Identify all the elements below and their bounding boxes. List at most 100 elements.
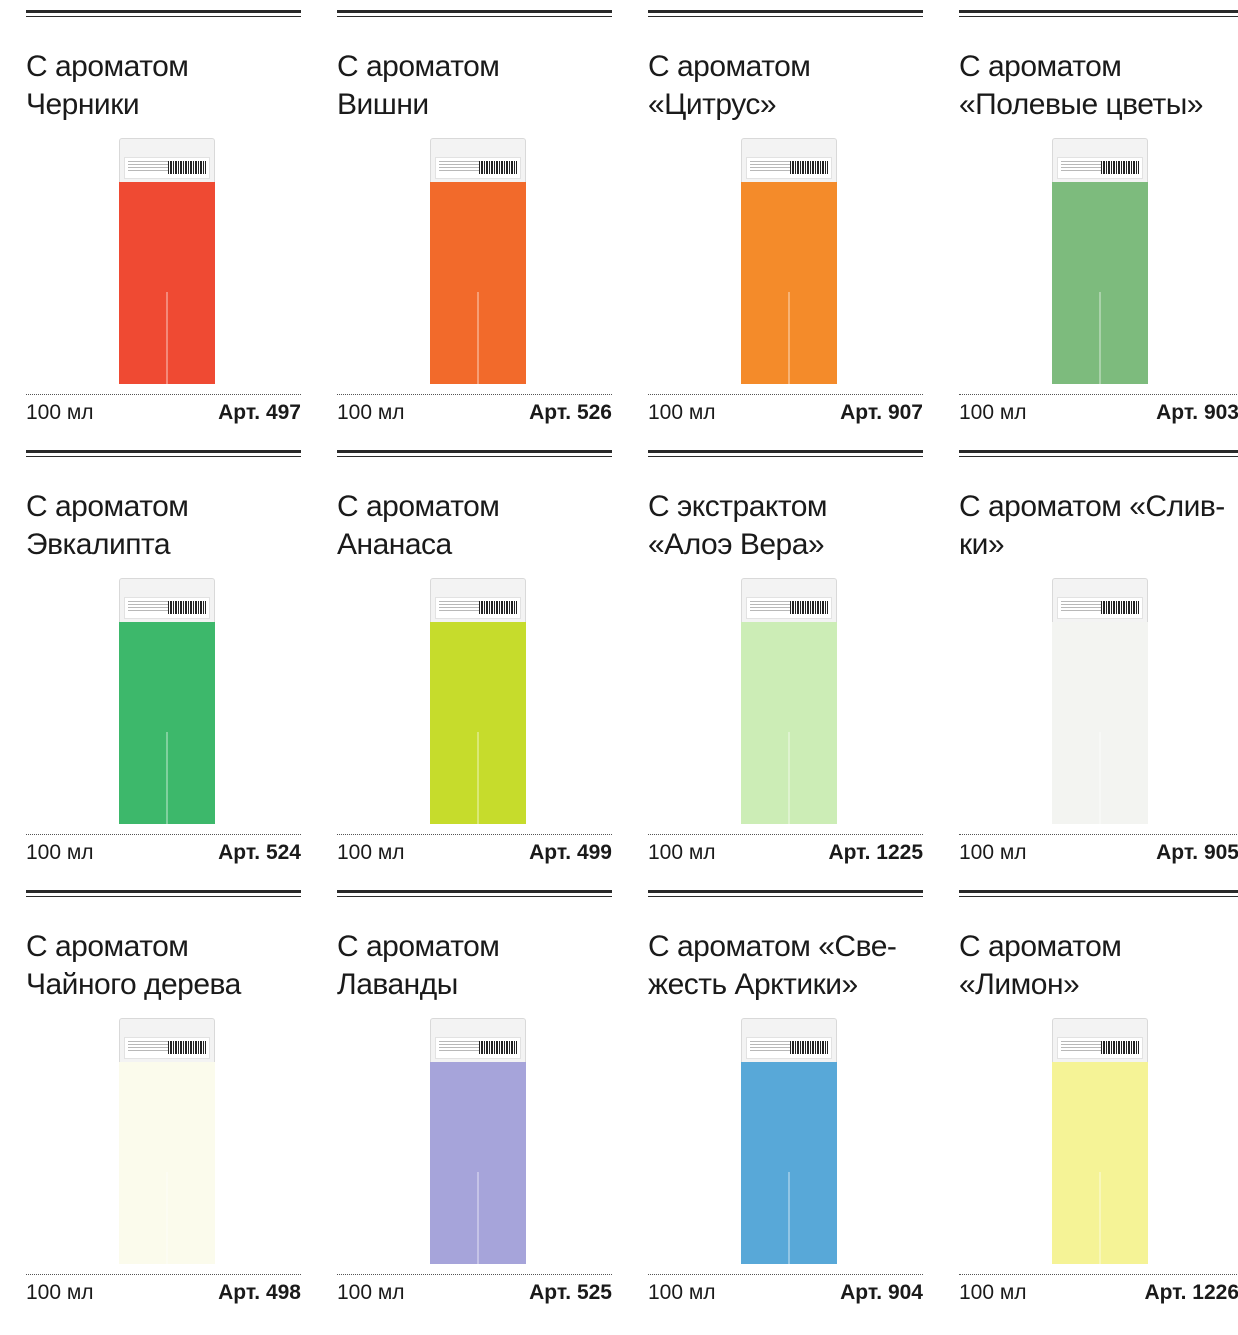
product-title: С ароматом Лаванды [337,928,612,1004]
cartridge-cap [430,578,526,622]
product-footer: 100 мл Арт. 904 [648,1274,923,1309]
barcode-icon [479,1041,517,1054]
product-title: С ароматом «Слив- ки» [959,488,1238,564]
barcode-icon [1101,161,1139,174]
product-title-line-2: «Полевые цветы» [959,88,1203,121]
double-rule [648,10,923,18]
product-title-line-1: С ароматом [337,930,500,963]
product-title-line-2: Ананаса [337,528,452,561]
product-title-line-1: С ароматом [959,50,1122,83]
barcode-icon [168,161,206,174]
barcode-icon [790,601,828,614]
cartridge-cap [741,578,837,622]
double-rule [959,450,1238,458]
barcode-icon [1101,1041,1139,1054]
cartridge-body [430,1062,526,1264]
product-card: С ароматом Чайного дерева 100 мл Арт. 49… [26,890,301,1330]
cartridge-cap [741,138,837,182]
product-title-line-1: С ароматом [648,50,811,83]
cartridge-body [741,1062,837,1264]
product-volume: 100 мл [337,841,405,864]
wax-cartridge-image [430,578,526,824]
product-title: С ароматом «Све- жесть Арктики» [648,928,923,1004]
wax-cartridge-image [430,1018,526,1264]
barcode-icon [168,601,206,614]
product-title: С ароматом «Лимон» [959,928,1238,1004]
cartridge-cap [430,1018,526,1062]
cartridge-label [746,597,832,619]
double-rule [26,450,301,458]
cartridge-cap [119,138,215,182]
product-title: С ароматом «Цитрус» [648,48,923,124]
cartridge-body [430,182,526,384]
product-title-line-2: Вишни [337,88,429,121]
barcode-icon [479,601,517,614]
cartridge-label [1057,1037,1143,1059]
product-title: С ароматом Вишни [337,48,612,124]
cartridge-body [1052,622,1148,824]
product-card: С ароматом «Све- жесть Арктики» 100 мл А… [648,890,923,1330]
product-volume: 100 мл [648,1281,716,1304]
product-footer: 100 мл Арт. 524 [26,834,301,869]
product-card: С ароматом «Лимон» 100 мл Арт. 1226 [959,890,1238,1330]
product-title-line-1: С экстрактом [648,490,828,523]
product-volume: 100 мл [648,401,716,424]
product-volume: 100 мл [959,401,1027,424]
product-title-line-1: С ароматом «Све- [648,930,897,963]
product-card: С ароматом Черники 100 мл Арт. 497 [26,10,301,450]
cartridge-label [1057,157,1143,179]
cartridge-label [746,1037,832,1059]
cartridge-label [1057,597,1143,619]
barcode-icon [168,1041,206,1054]
product-sku: Арт. 904 [840,1281,923,1304]
product-title-line-2: «Лимон» [959,968,1080,1001]
cartridge-body [430,622,526,824]
product-card: С ароматом «Полевые цветы» 100 мл Арт. 9… [959,10,1238,450]
cartridge-label [746,157,832,179]
product-title-line-2: Чайного дерева [26,968,241,1001]
cartridge-label [435,597,521,619]
cartridge-body [119,1062,215,1264]
barcode-icon [479,161,517,174]
product-sku: Арт. 1226 [1144,1281,1238,1304]
product-title: С ароматом «Полевые цветы» [959,48,1238,124]
product-card: С ароматом Эвкалипта 100 мл Арт. 524 [26,450,301,890]
cartridge-label [124,157,210,179]
product-title-line-2: «Цитрус» [648,88,777,121]
double-rule [26,10,301,18]
product-sku: Арт. 525 [529,1281,612,1304]
wax-cartridge-image [741,1018,837,1264]
product-footer: 100 мл Арт. 499 [337,834,612,869]
product-sku: Арт. 905 [1156,841,1238,864]
product-title: С ароматом Ананаса [337,488,612,564]
barcode-icon [790,161,828,174]
product-title-line-1: С ароматом [26,490,189,523]
product-sku: Арт. 524 [218,841,301,864]
wax-cartridge-image [119,578,215,824]
cartridge-cap [119,578,215,622]
cartridge-cap [741,1018,837,1062]
product-title: С ароматом Чайного дерева [26,928,301,1004]
product-title-line-2: ки» [959,528,1005,561]
wax-cartridge-image [1052,138,1148,384]
cartridge-body [741,182,837,384]
cartridge-body [1052,182,1148,384]
product-title: С ароматом Черники [26,48,301,124]
product-sku: Арт. 1225 [828,841,923,864]
product-title-line-2: «Алоэ Вера» [648,528,825,561]
product-footer: 100 мл Арт. 498 [26,1274,301,1309]
cartridge-body [119,622,215,824]
double-rule [337,10,612,18]
product-title-line-2: жесть Арктики» [648,968,858,1001]
double-rule [337,890,612,898]
product-card: С ароматом Вишни 100 мл Арт. 526 [337,10,612,450]
product-volume: 100 мл [959,841,1027,864]
product-card: С ароматом Лаванды 100 мл Арт. 525 [337,890,612,1330]
cartridge-cap [1052,578,1148,622]
product-title-line-1: С ароматом [337,50,500,83]
product-title-line-1: С ароматом [337,490,500,523]
cartridge-label [124,597,210,619]
product-title-line-2: Эвкалипта [26,528,171,561]
cartridge-cap [119,1018,215,1062]
product-sku: Арт. 903 [1156,401,1238,424]
